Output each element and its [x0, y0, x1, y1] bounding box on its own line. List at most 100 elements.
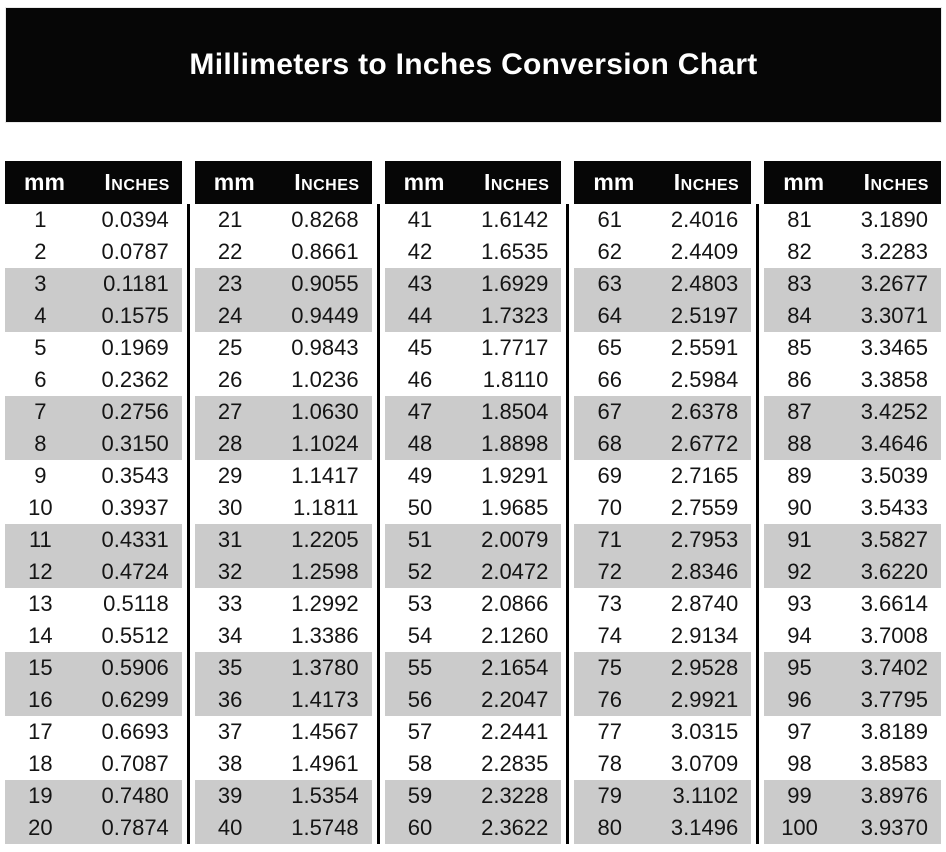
mm-value: 10 [28, 495, 53, 520]
inches-value: 2.2441 [481, 719, 549, 744]
mm-value: 29 [217, 463, 243, 488]
inches-value: 2.4409 [670, 239, 739, 264]
mm-value: 5 [34, 335, 47, 360]
mm-value: 52 [407, 559, 433, 584]
table-row: 61 2.4016 [574, 204, 751, 236]
table-row: 99 3.8976 [764, 780, 941, 812]
inches-value: 0.5512 [101, 623, 169, 648]
mm-value: 23 [217, 271, 243, 296]
table-row: 32 1.2598 [194, 556, 372, 588]
mm-value: 77 [597, 719, 622, 744]
inches-value: 2.7165 [670, 463, 739, 488]
inches-value: 0.9843 [291, 335, 359, 360]
table-row: 23 0.9055 [194, 268, 372, 300]
inches-value: 0.2362 [101, 367, 169, 392]
table-row: 40 1.5748 [194, 812, 372, 844]
mm-value: 80 [597, 815, 622, 840]
inches-value: 0.3150 [101, 431, 169, 456]
inches-value: 0.4331 [101, 527, 169, 552]
table-header: mm Inches [574, 161, 752, 204]
inches-value: 3.7008 [860, 623, 928, 648]
table-row: 71 2.7953 [574, 524, 752, 556]
inches-value: 2.5591 [670, 335, 739, 360]
inches-value: 2.4803 [670, 271, 739, 296]
table-row: 50 1.9685 [385, 492, 562, 524]
mm-value: 13 [28, 591, 53, 616]
inches-value: 1.0236 [291, 367, 359, 392]
mm-value: 31 [217, 527, 243, 552]
inches-value: 1.8898 [481, 431, 549, 456]
table-row: 82 3.2283 [764, 236, 941, 268]
table-row: 30 1.1811 [195, 492, 372, 524]
table-row: 91 3.5827 [764, 524, 941, 556]
mm-value: 94 [787, 623, 812, 648]
mm-value: 38 [217, 751, 243, 776]
inches-header-label: Inches [673, 169, 740, 195]
mm-value: 44 [407, 303, 433, 328]
inches-value: 0.5906 [101, 655, 169, 680]
mm-value: 63 [597, 271, 622, 296]
mm-value: 75 [597, 655, 622, 680]
mm-value: 47 [407, 399, 433, 424]
table-row: 33 1.2992 [195, 588, 372, 620]
table-row: 12 0.4724 [5, 556, 182, 588]
inches-value: 2.4016 [670, 207, 739, 232]
inches-value: 0.8661 [291, 239, 359, 264]
mm-value: 99 [787, 783, 812, 808]
table-row: 55 2.1654 [384, 652, 562, 684]
inches-value: 1.3780 [291, 655, 359, 680]
title-bar: Millimeters to Inches Conversion Chart [6, 8, 941, 122]
inches-value: 1.2205 [291, 527, 359, 552]
table-row: 7 0.2756 [5, 396, 182, 428]
table-row: 84 3.3071 [764, 300, 941, 332]
inches-value: 1.8504 [481, 399, 549, 424]
inches-value: 3.1496 [670, 815, 739, 840]
mm-value: 39 [217, 783, 243, 808]
inches-value: 3.4646 [860, 431, 928, 456]
mm-value: 40 [217, 815, 243, 840]
mm-value: 33 [217, 591, 243, 616]
inches-value: 2.1654 [481, 655, 549, 680]
mm-value: 89 [787, 463, 812, 488]
mm-value: 36 [217, 687, 243, 712]
inches-header-label: Inches [294, 169, 360, 195]
table-row: 58 2.2835 [385, 748, 562, 780]
inches-value: 3.6614 [860, 591, 928, 616]
table-row: 35 1.3780 [194, 652, 372, 684]
table-row: 1 0.0394 [5, 204, 182, 236]
mm-value: 87 [787, 399, 812, 424]
inches-value: 2.6772 [670, 431, 739, 456]
table-row: 64 2.5197 [574, 300, 752, 332]
inches-value: 0.2756 [101, 399, 169, 424]
inches-value: 0.0787 [101, 239, 169, 264]
table-row: 98 3.8583 [764, 748, 941, 780]
mm-value: 65 [597, 335, 622, 360]
table-row: 92 3.6220 [764, 556, 941, 588]
mm-value: 79 [597, 783, 622, 808]
mm-value: 91 [787, 527, 812, 552]
table-row: 86 3.3858 [764, 364, 941, 396]
mm-value: 88 [787, 431, 812, 456]
inches-value: 1.1417 [291, 463, 359, 488]
table-row: 53 2.0866 [385, 588, 562, 620]
table-row: 37 1.4567 [195, 716, 372, 748]
mm-value: 56 [407, 687, 433, 712]
mm-value: 78 [597, 751, 622, 776]
table-row: 94 3.7008 [764, 620, 941, 652]
mm-value: 95 [787, 655, 812, 680]
inches-value: 1.4173 [291, 687, 359, 712]
table-body: 61 2.4016 62 2.4409 63 2.4803 64 2.5197 … [574, 204, 752, 844]
table-row: 31 1.2205 [194, 524, 372, 556]
inches-value: 1.1024 [291, 431, 359, 456]
mm-value: 21 [217, 207, 243, 232]
mm-value: 83 [787, 271, 812, 296]
table-row: 87 3.4252 [764, 396, 941, 428]
table-row: 20 0.7874 [5, 812, 182, 844]
inches-value: 3.3858 [860, 367, 928, 392]
table-row: 22 0.8661 [195, 236, 372, 268]
inches-value: 0.1969 [101, 335, 169, 360]
table-row: 25 0.9843 [195, 332, 372, 364]
table-row: 93 3.6614 [764, 588, 941, 620]
table-divider [566, 204, 570, 844]
table-row: 38 1.4961 [195, 748, 372, 780]
